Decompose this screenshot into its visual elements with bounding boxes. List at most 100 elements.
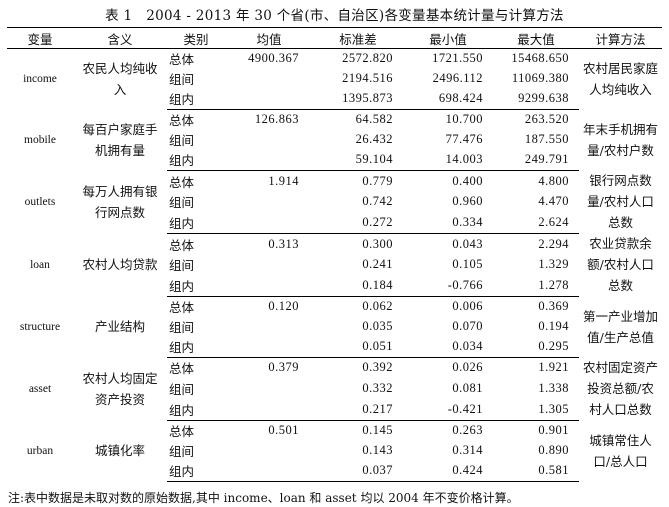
max-cell: 0.295: [493, 336, 579, 358]
category-cell: 组内: [167, 212, 225, 234]
category-cell: 总体: [169, 300, 195, 316]
header-mean: 均值: [225, 27, 313, 49]
max-cell: 4.800: [538, 173, 569, 188]
empty-cell: [225, 378, 313, 399]
variable-cell: structure: [19, 320, 61, 333]
category-cell: 组间: [169, 320, 195, 336]
table-body: income 农民人均纯收入 总体 4900.367 2572.820 1721.550 1…: [7, 49, 662, 482]
empty-cell: [225, 460, 313, 482]
min-cell: 14.003: [403, 149, 493, 171]
max-cell: 0.901: [538, 423, 569, 438]
category-cell: 总体: [169, 52, 195, 68]
empty-cell: [225, 399, 313, 421]
sd-cell: 0.035: [362, 319, 393, 334]
sd-cell: 2572.820: [342, 51, 393, 66]
sd-cell: 0.241: [362, 257, 393, 272]
category-cell: 总体: [169, 361, 195, 377]
variable-cell: income: [23, 73, 57, 86]
max-cell: 2.294: [538, 236, 569, 251]
table-row: outlets 每万人拥有银行网点数 总体 1.914 0.779 0.400 4.800 银…: [7, 170, 662, 230]
sd-cell: 0.332: [362, 381, 393, 396]
sd-cell: 26.432: [355, 132, 393, 147]
statistics-table: 变量 含义 类别 均值 标准差 最小值 最大值 计算方法 income 农民人均纯…: [7, 27, 662, 482]
table-row: 组间 0.143 0.314 0.890: [7, 440, 662, 460]
sd-cell: 0.779: [362, 173, 393, 188]
meaning-cell: 农村人均贷款: [82, 257, 158, 273]
meaning-cell: 城镇化率: [94, 443, 145, 459]
max-cell: 2.624: [493, 212, 579, 234]
method-cell: 第一产业增加值/生产总值: [583, 308, 659, 345]
min-cell: 0.081: [452, 381, 483, 396]
max-cell: 1.305: [493, 399, 579, 421]
max-cell: 1.329: [538, 257, 569, 272]
header-meaning: 含义: [73, 27, 167, 49]
header-sd: 标准差: [313, 27, 403, 49]
max-cell: 1.338: [538, 381, 569, 396]
min-cell: 0.026: [452, 360, 483, 375]
table-row: 组间 0.241 0.105 1.329: [7, 254, 662, 275]
sd-cell: 0.051: [313, 336, 403, 358]
empty-cell: [225, 149, 313, 171]
min-cell: 1721.550: [432, 51, 483, 66]
sd-cell: 0.143: [362, 443, 393, 458]
meaning-cell: 产业结构: [94, 319, 145, 335]
empty-cell: [225, 69, 313, 89]
sd-cell: 0.062: [362, 299, 393, 314]
mean-cell: 0.313: [268, 236, 299, 251]
mean-cell: 1.914: [268, 173, 299, 188]
table-row: 组间 0.742 0.960 4.470: [7, 191, 662, 212]
max-cell: 15468.650: [511, 51, 569, 66]
method-cell: 城镇常住人口/总人口: [589, 432, 652, 469]
sd-cell: 0.272: [313, 212, 403, 234]
category-cell: 总体: [169, 113, 195, 129]
category-cell: 组间: [169, 72, 195, 88]
min-cell: 0.424: [403, 460, 493, 482]
empty-cell: [225, 89, 313, 110]
table-row: 组间 26.432 77.476 187.550: [7, 130, 662, 150]
min-cell: 0.960: [452, 194, 483, 209]
min-cell: 0.400: [452, 173, 483, 188]
max-cell: 0.890: [538, 443, 569, 458]
mean-cell: 126.863: [254, 112, 299, 127]
max-cell: 1.278: [493, 275, 579, 297]
mean-cell: 4900.367: [248, 51, 299, 66]
max-cell: 0.369: [538, 299, 569, 314]
min-cell: 0.034: [403, 336, 493, 358]
max-cell: 4.470: [538, 194, 569, 209]
category-cell: 总体: [169, 424, 195, 440]
max-cell: 0.581: [493, 460, 579, 482]
min-cell: 77.476: [445, 132, 483, 147]
header-row: 变量 含义 类别 均值 标准差 最小值 最大值 计算方法: [7, 27, 662, 49]
table-row: 组内 1395.873 698.424 9299.638: [7, 89, 662, 110]
sd-cell: 0.184: [313, 275, 403, 297]
variable-cell: asset: [28, 382, 52, 395]
sd-cell: 2194.516: [342, 71, 393, 86]
category-cell: 组内: [167, 89, 225, 110]
min-cell: -0.766: [403, 275, 493, 297]
mean-cell: 0.379: [268, 360, 299, 375]
empty-cell: [225, 440, 313, 460]
table-row: 组内 0.217 -0.421 1.305: [7, 399, 662, 421]
table-row: mobile 每百户家庭手机拥有量 总体 126.863 64.582 10.700 263…: [7, 109, 662, 158]
min-cell: 0.006: [452, 299, 483, 314]
empty-cell: [225, 130, 313, 150]
variable-cell: mobile: [24, 133, 56, 146]
max-cell: 187.550: [524, 132, 569, 147]
meaning-cell: 农民人均纯收入: [82, 61, 158, 98]
category-cell: 组内: [167, 399, 225, 421]
max-cell: 9299.638: [493, 89, 579, 110]
empty-cell: [225, 191, 313, 212]
header-max: 最大值: [493, 27, 579, 49]
method-cell: 年末手机拥有量/农村户数: [583, 121, 659, 158]
table-row: 组内 59.104 14.003 249.791: [7, 149, 662, 171]
max-cell: 1.921: [538, 360, 569, 375]
max-cell: 11069.380: [511, 71, 569, 86]
sd-cell: 59.104: [313, 149, 403, 171]
min-cell: 0.314: [452, 443, 483, 458]
mean-cell: 0.501: [268, 423, 299, 438]
category-cell: 组间: [169, 258, 195, 274]
method-cell: 农业贷款余额/农村人口总数: [587, 236, 654, 294]
method-cell: 农村居民家庭人均纯收入: [583, 61, 659, 98]
category-cell: 组间: [169, 382, 195, 398]
empty-cell: [225, 212, 313, 234]
